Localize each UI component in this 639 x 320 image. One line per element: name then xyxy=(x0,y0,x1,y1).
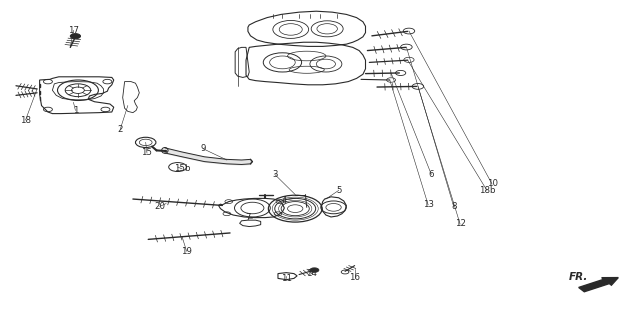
Text: 13: 13 xyxy=(422,200,434,209)
Text: 7: 7 xyxy=(245,213,250,222)
Text: 10: 10 xyxy=(486,180,498,188)
Text: 19: 19 xyxy=(181,247,192,256)
Text: 12: 12 xyxy=(454,220,466,228)
Text: 3: 3 xyxy=(272,170,277,179)
Text: 16: 16 xyxy=(349,273,360,282)
Text: 6: 6 xyxy=(429,170,434,179)
Text: 14: 14 xyxy=(306,269,318,278)
Text: 2: 2 xyxy=(118,125,123,134)
FancyArrow shape xyxy=(579,278,619,292)
Text: 20: 20 xyxy=(154,202,166,211)
Text: 18b: 18b xyxy=(479,186,495,195)
Text: 9: 9 xyxy=(201,144,206,153)
Text: 8: 8 xyxy=(451,202,456,211)
Text: FR.: FR. xyxy=(569,272,588,282)
Text: 11: 11 xyxy=(281,274,292,283)
Circle shape xyxy=(70,34,81,39)
Text: 18: 18 xyxy=(20,116,31,124)
Text: 15b: 15b xyxy=(174,164,190,173)
Text: 17: 17 xyxy=(68,26,79,35)
Text: 1: 1 xyxy=(73,106,78,115)
Text: 5: 5 xyxy=(336,186,341,195)
Text: 15: 15 xyxy=(141,148,153,157)
Circle shape xyxy=(310,268,319,272)
Text: 4: 4 xyxy=(282,196,287,204)
